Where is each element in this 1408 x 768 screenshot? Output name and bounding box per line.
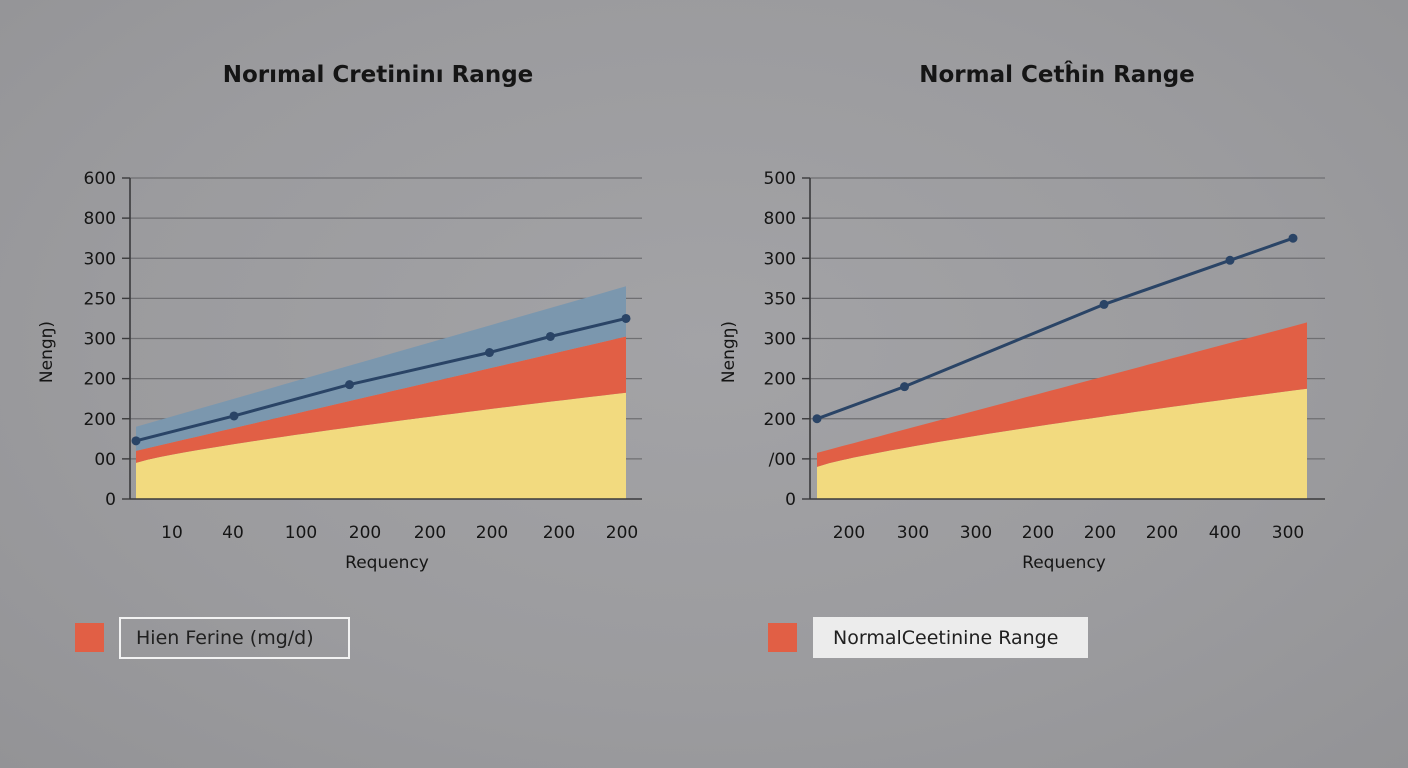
chart-right: Normal Cetĥin Range 0 ∕00 200 200 300 350 300 80…	[719, 60, 1325, 658]
y-tick-label: 200	[84, 410, 116, 430]
trend-point	[545, 331, 555, 341]
y-tick-label: 300	[84, 330, 116, 350]
y-tick-label: 200	[764, 410, 796, 430]
trend-line	[135, 316, 627, 443]
x-tick-label: 100	[285, 523, 317, 543]
x-axis-label: Requency	[345, 553, 429, 573]
x-tick-label: 300	[897, 523, 929, 543]
legend: Hien Ferine (mg/d)	[75, 617, 350, 659]
y-tick-label: 0	[785, 490, 796, 510]
y-tick-label: 250	[84, 289, 116, 309]
y-tick-label: ∕00	[769, 450, 796, 470]
yellow-band	[136, 392, 626, 499]
x-tick-labels: 200 300 300 200 200 200 400 300	[833, 523, 1304, 543]
trend-point	[621, 313, 631, 323]
y-tick-label: 350	[764, 289, 796, 309]
y-tick-label: 600	[84, 169, 116, 189]
y-tick-label: 300	[764, 330, 796, 350]
x-tick-label: 200	[1084, 523, 1116, 543]
trend-point	[229, 411, 239, 421]
y-tick-label: 00	[94, 450, 116, 470]
trend-point	[1288, 233, 1298, 243]
x-tick-label: 200	[543, 523, 575, 543]
y-tick-label: 500	[764, 169, 796, 189]
legend-label: NormalCeetinine Range	[833, 627, 1058, 649]
trend-point	[131, 436, 141, 446]
y-tick-label: 300	[84, 249, 116, 269]
trend-point	[345, 380, 354, 390]
legend-swatch	[75, 623, 104, 652]
x-tick-label: 200	[606, 523, 638, 543]
y-tick-label: 300	[764, 249, 796, 269]
x-tick-label: 200	[833, 523, 865, 543]
x-tick-label: 200	[1022, 523, 1054, 543]
trend-series	[131, 313, 631, 446]
x-tick-label: 300	[1272, 523, 1304, 543]
chart-title: Norımal Cretininı Range	[223, 62, 534, 88]
y-axis-label: Nengŋ)	[37, 321, 57, 383]
x-tick-label: 200	[414, 523, 446, 543]
area-bands	[817, 322, 1307, 499]
chart-title: Normal Cetĥin Range	[919, 60, 1195, 88]
x-tick-label: 300	[960, 523, 992, 543]
trend-point	[485, 348, 494, 358]
trend-point	[900, 382, 909, 392]
legend-swatch	[768, 623, 797, 652]
trend-point	[812, 414, 822, 424]
trend-point	[1225, 255, 1235, 265]
area-bands	[136, 286, 626, 499]
y-tick-label: 0	[105, 490, 116, 510]
legend: NormalCeetinine Range	[768, 617, 1088, 658]
y-tick-label: 200	[84, 370, 116, 390]
y-tick-label: 800	[764, 209, 796, 229]
y-tick-label: 800	[84, 209, 116, 229]
x-tick-label: 200	[349, 523, 381, 543]
y-axis-label: Nengŋ)	[719, 321, 739, 383]
x-tick-label: 10	[161, 523, 183, 543]
trend-series	[812, 233, 1298, 424]
y-tick-label: 200	[764, 370, 796, 390]
legend-box	[119, 617, 350, 659]
yellow-band	[817, 388, 1307, 499]
red-band	[136, 336, 626, 463]
x-tick-labels: 10 40 100 200 200 200 200 200	[161, 523, 638, 543]
legend-box	[813, 617, 1088, 658]
trend-point	[1099, 299, 1109, 309]
x-tick-label: 200	[1146, 523, 1178, 543]
legend-label: Hien Ferine (mg/d)	[136, 627, 314, 649]
red-band	[817, 322, 1307, 467]
x-tick-label: 200	[476, 523, 508, 543]
y-tick-labels: 0 ∕00 200 200 300 350 300 800 500	[764, 169, 810, 510]
x-tick-label: 40	[222, 523, 244, 543]
x-tick-label: 400	[1209, 523, 1241, 543]
chart-left: Norımal Cretininı Range00020020030025030…	[37, 62, 642, 659]
x-axis-label: Requency	[1022, 553, 1106, 573]
